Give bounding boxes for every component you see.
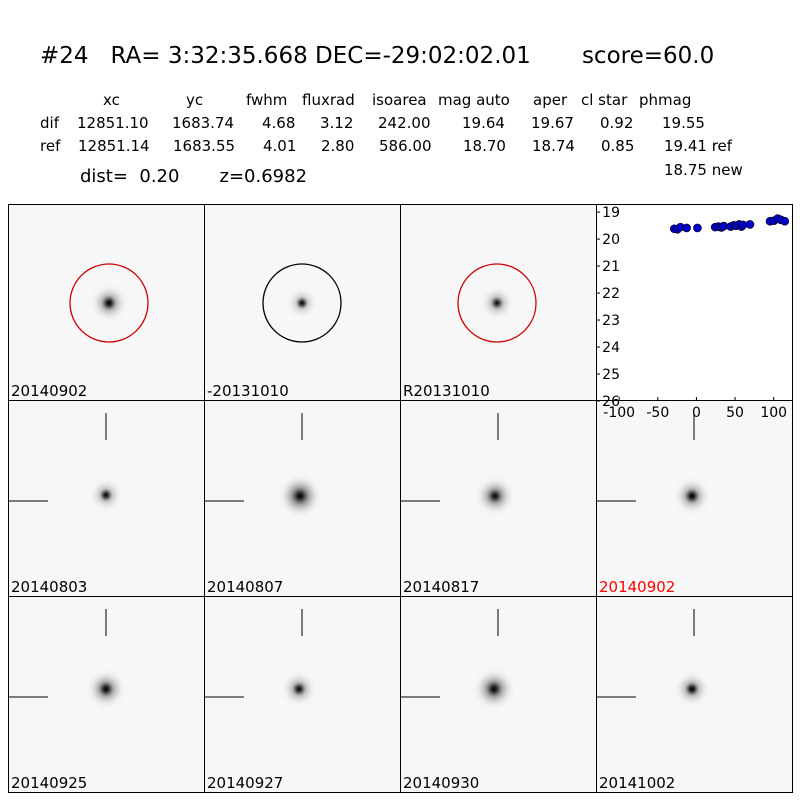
stamp-panel: 20140902 <box>8 204 205 401</box>
stamp-date-label: 20140803 <box>11 578 88 596</box>
data-point <box>693 223 702 233</box>
table-cell: 12851.10 <box>77 114 149 132</box>
light-curve-chart <box>669 214 790 234</box>
stamp-panel: -20131010 <box>204 204 401 401</box>
table-cell: 2.80 <box>321 137 355 155</box>
column-header-fwhm: fwhm <box>246 91 288 109</box>
source-blob <box>284 285 320 321</box>
source-blob <box>275 471 325 521</box>
stamp-image <box>9 597 204 792</box>
column-header-isoarea: isoarea <box>372 91 427 109</box>
stamp-panel: 20140803 <box>8 400 205 597</box>
stamp-date-label: 20140817 <box>403 578 480 596</box>
table-cell: 0.85 <box>601 137 635 155</box>
table-cell: 586.00 <box>379 137 432 155</box>
table-cell: 1683.74 <box>172 114 235 132</box>
stamp-image <box>401 597 596 792</box>
source-blob <box>671 475 713 517</box>
table-cell: 19.64 <box>462 114 505 132</box>
table-cell: 4.01 <box>263 137 297 155</box>
stamp-panel: 20140925 <box>8 596 205 793</box>
stamp-panel: 20140930 <box>400 596 597 793</box>
source-blob <box>473 474 517 518</box>
stamp-panel: 20140807 <box>204 400 401 597</box>
stamp-date-label: 20140925 <box>11 774 88 792</box>
table-cell: 12851.14 <box>78 137 150 155</box>
stamp-date-label: 20140902 <box>599 578 676 596</box>
column-header-mag-auto: mag auto <box>438 91 510 109</box>
table-cell: 19.55 <box>662 114 705 132</box>
table-cell: 3.12 <box>320 114 354 132</box>
stamp-image <box>205 205 400 400</box>
stamp-date-label: R20131010 <box>403 382 490 400</box>
distance-redshift: dist= 0.20 z=0.6982 <box>80 166 308 187</box>
stamp-image <box>597 597 792 792</box>
table-cell: 242.00 <box>378 114 431 132</box>
source-blob <box>88 282 130 324</box>
aperture-circle <box>262 263 342 343</box>
stamp-date-label: -20131010 <box>207 382 289 400</box>
light-curve-panel <box>596 204 793 401</box>
stamp-image <box>205 597 400 792</box>
phmag-new-value: 18.75 new <box>664 161 743 179</box>
column-header-aper: aper <box>533 91 568 109</box>
aperture-circle <box>69 263 149 343</box>
source-blob <box>672 669 712 709</box>
row-label-ref: ref <box>40 137 61 155</box>
stamp-date-label: 20141002 <box>599 774 676 792</box>
stamp-date-label: 20140930 <box>403 774 480 792</box>
table-cell: 18.70 <box>463 137 506 155</box>
source-blob <box>84 667 128 711</box>
stamp-image <box>597 401 792 596</box>
row-label-dif: dif <box>40 114 59 132</box>
stamp-panel: R20131010 <box>400 204 597 401</box>
stamp-date-label: 20140927 <box>207 774 284 792</box>
stamp-image <box>401 401 596 596</box>
column-header-cl-star: cl star <box>581 91 628 109</box>
table-cell: 18.74 <box>532 137 575 155</box>
stamp-panel: 20140817 <box>400 400 597 597</box>
stamp-date-label: 20140902 <box>11 382 88 400</box>
stamp-image <box>9 401 204 596</box>
stamp-image <box>9 205 204 400</box>
table-cell: 19.41 ref <box>664 137 733 155</box>
stamp-panel: 20140927 <box>204 596 401 793</box>
stamp-image <box>205 401 400 596</box>
stamp-image <box>401 205 596 400</box>
stamp-panel: 20140902 <box>596 400 793 597</box>
column-header-phmag: phmag <box>639 91 692 109</box>
data-point <box>780 216 790 226</box>
column-header-yc: yc <box>186 91 204 109</box>
stamp-date-label: 20140807 <box>207 578 284 596</box>
page-title: #24 RA= 3:32:35.668 DEC=-29:02:02.01 sco… <box>40 43 715 69</box>
stamp-panel: 20141002 <box>596 596 793 793</box>
table-cell: 1683.55 <box>173 137 236 155</box>
data-point <box>745 220 755 229</box>
table-cell: 0.92 <box>600 114 634 132</box>
source-blob <box>478 284 516 322</box>
aperture-circle <box>457 263 537 343</box>
source-blob <box>471 666 517 712</box>
source-blob <box>279 669 319 709</box>
data-point <box>682 223 691 233</box>
table-cell: 4.68 <box>262 114 296 132</box>
column-header-xc: xc <box>103 91 120 109</box>
source-blob <box>87 476 125 514</box>
table-cell: 19.67 <box>531 114 574 132</box>
column-header-fluxrad: fluxrad <box>302 91 355 109</box>
